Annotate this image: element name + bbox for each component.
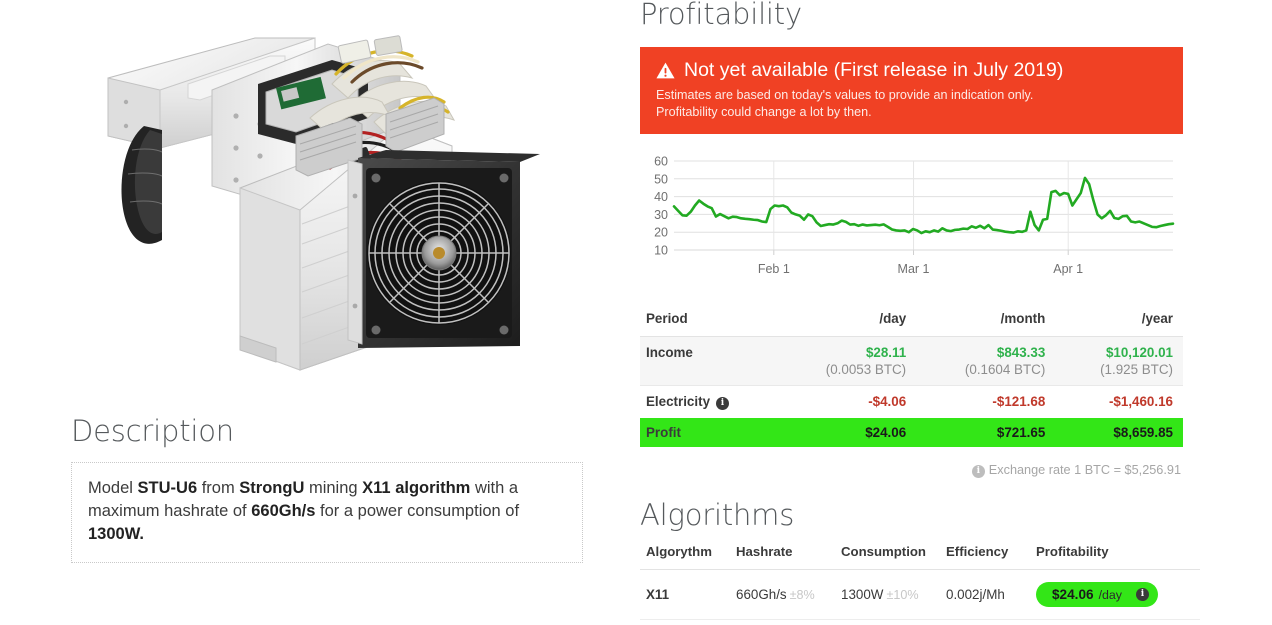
income-month-btc: (0.1604 BTC)	[964, 362, 1046, 377]
description-fragment-0: Model	[88, 479, 138, 497]
info-circle-icon[interactable]: i	[971, 465, 985, 478]
chart-ytick-label: 40	[654, 190, 668, 204]
alert-title: Not yet available (First release in July…	[684, 59, 1064, 81]
info-circle-icon[interactable]: i	[1136, 588, 1149, 601]
description-fragment-3: StrongU	[239, 479, 305, 497]
algo-name: X11	[640, 569, 736, 620]
description-fragment-8: for a power consumption of	[315, 502, 520, 520]
th-profitability: Profitability	[1036, 540, 1200, 570]
description-heading: Description	[71, 414, 234, 448]
algo-consumption-value: 1300W	[841, 587, 884, 602]
algorithms-table: Algorythm Hashrate Consumption Efficienc…	[640, 540, 1200, 620]
table-row: X11 660Gh/s ±8% 1300W ±10% 0.002j/Mh $24.0…	[640, 569, 1200, 620]
algo-profitability-cell: $24.06 /day i	[1036, 569, 1200, 620]
table-row-electricity: Electricity i -$4.06 -$121.68 -$1,460.16	[640, 386, 1183, 419]
table-row-income: Income $28.11 (0.0053 BTC) $843.33 (0.16…	[640, 336, 1183, 386]
profit-month: $721.65	[996, 425, 1046, 440]
electricity-month: -$121.68	[992, 394, 1046, 409]
th-year: /year	[1055, 305, 1183, 337]
description-fragment-5: X11 algorithm	[362, 479, 471, 497]
right-column: Profitability Not yet available (First r…	[640, 0, 1200, 625]
electricity-label-text: Electricity	[646, 394, 711, 409]
asic-miner-photo-icon	[107, 35, 540, 371]
chart-ytick-label: 20	[654, 226, 668, 240]
algo-consumption-tolerance: ±10%	[886, 588, 919, 602]
th-consumption: Consumption	[841, 540, 946, 570]
table-row-profit: Profit $24.06 $721.65 $8,659.85	[640, 418, 1183, 447]
chart-xtick-label: Apr 1	[1053, 262, 1083, 276]
algo-hashrate-tolerance: ±8%	[789, 588, 815, 602]
alert-body: Estimates are based on today's values to…	[656, 87, 1167, 120]
chart-ytick-label: 30	[654, 208, 668, 222]
chart-ytick-label: 60	[654, 155, 668, 169]
exchange-rate-note: i Exchange rate 1 BTC = $5,256.91	[640, 463, 1183, 478]
info-circle-icon[interactable]: i	[716, 397, 730, 410]
profitability-table: Period /day /month /year Income $28.11 (…	[640, 305, 1183, 447]
left-column: Description Model STU-U6 from StrongU mi…	[71, 18, 583, 563]
algo-hashrate: 660Gh/s ±8%	[736, 569, 841, 620]
th-efficiency: Efficiency	[946, 540, 1036, 570]
row-label-profit: Profit	[646, 425, 681, 440]
algo-consumption: 1300W ±10%	[841, 569, 946, 620]
income-month: $843.33 (0.1604 BTC)	[916, 336, 1056, 386]
chart-xtick-label: Mar 1	[898, 262, 930, 276]
exchange-rate-text: Exchange rate 1 BTC = $5,256.91	[988, 463, 1181, 477]
income-year-usd: $10,120.01	[1105, 345, 1173, 360]
row-label-income: Income	[640, 336, 778, 386]
alert-line-1: Estimates are based on today's values to…	[656, 88, 1034, 102]
chart-series-line	[672, 176, 1175, 235]
alert-line-2: Profitability could change a lot by then…	[656, 104, 872, 119]
description-fragment-6: with a maximum hashrate of	[88, 479, 519, 520]
algo-hashrate-value: 660Gh/s	[736, 587, 787, 602]
profitability-badge[interactable]: $24.06 /day i	[1036, 582, 1158, 607]
chart-ytick-label: 50	[654, 172, 668, 186]
income-year: $10,120.01 (1.925 BTC)	[1055, 336, 1183, 386]
alert-header: Not yet available (First release in July…	[656, 58, 1167, 82]
badge-period: /day	[1098, 587, 1122, 602]
income-day-btc: (0.0053 BTC)	[825, 362, 907, 377]
row-label-electricity: Electricity i	[640, 386, 777, 419]
electricity-day: -$4.06	[868, 394, 907, 409]
income-day: $28.11 (0.0053 BTC)	[777, 336, 917, 386]
profit-day: $24.06	[865, 425, 907, 440]
income-day-usd: $28.11	[865, 345, 907, 360]
description-text: Model STU-U6 from StrongU mining X11 alg…	[88, 477, 566, 546]
description-fragment-1: STU-U6	[137, 479, 198, 497]
algorithms-heading: Algorithms	[640, 498, 795, 532]
chart-xtick-label: Feb 1	[758, 262, 790, 276]
th-month: /month	[916, 305, 1056, 337]
profitability-chart: 10 20 30 40 50 60 Feb 1 Mar 1 Apr 1	[640, 155, 1183, 280]
warning-triangle-icon	[656, 62, 675, 78]
electricity-year: -$1,460.16	[1108, 394, 1173, 409]
profitability-line-chart: 10 20 30 40 50 60 Feb 1 Mar 1 Apr 1	[654, 155, 1175, 276]
algo-efficiency: 0.002j/Mh	[946, 569, 1036, 620]
chart-ytick-label: 10	[654, 244, 668, 258]
th-period: Period	[640, 305, 778, 337]
th-day: /day	[777, 305, 917, 337]
income-month-usd: $843.33	[996, 345, 1046, 360]
th-hashrate: Hashrate	[736, 540, 841, 570]
description-fragment-9: 1300W.	[88, 525, 144, 543]
badge-amount: $24.06	[1052, 587, 1094, 602]
profitability-heading: Profitability	[640, 0, 802, 31]
profitability-table-header-row: Period /day /month /year	[640, 305, 1183, 337]
description-box: Model STU-U6 from StrongU mining X11 alg…	[71, 462, 583, 563]
algorithms-header-row: Algorythm Hashrate Consumption Efficienc…	[640, 540, 1200, 570]
income-year-btc: (1.925 BTC)	[1100, 362, 1173, 377]
availability-alert: Not yet available (First release in July…	[640, 47, 1183, 134]
th-algorithm: Algorythm	[640, 540, 736, 570]
description-fragment-4: mining	[304, 479, 363, 497]
profit-year: $8,659.85	[1113, 425, 1173, 440]
product-image	[100, 18, 560, 388]
description-fragment-7: 660Gh/s	[251, 502, 316, 520]
description-fragment-2: from	[197, 479, 240, 497]
